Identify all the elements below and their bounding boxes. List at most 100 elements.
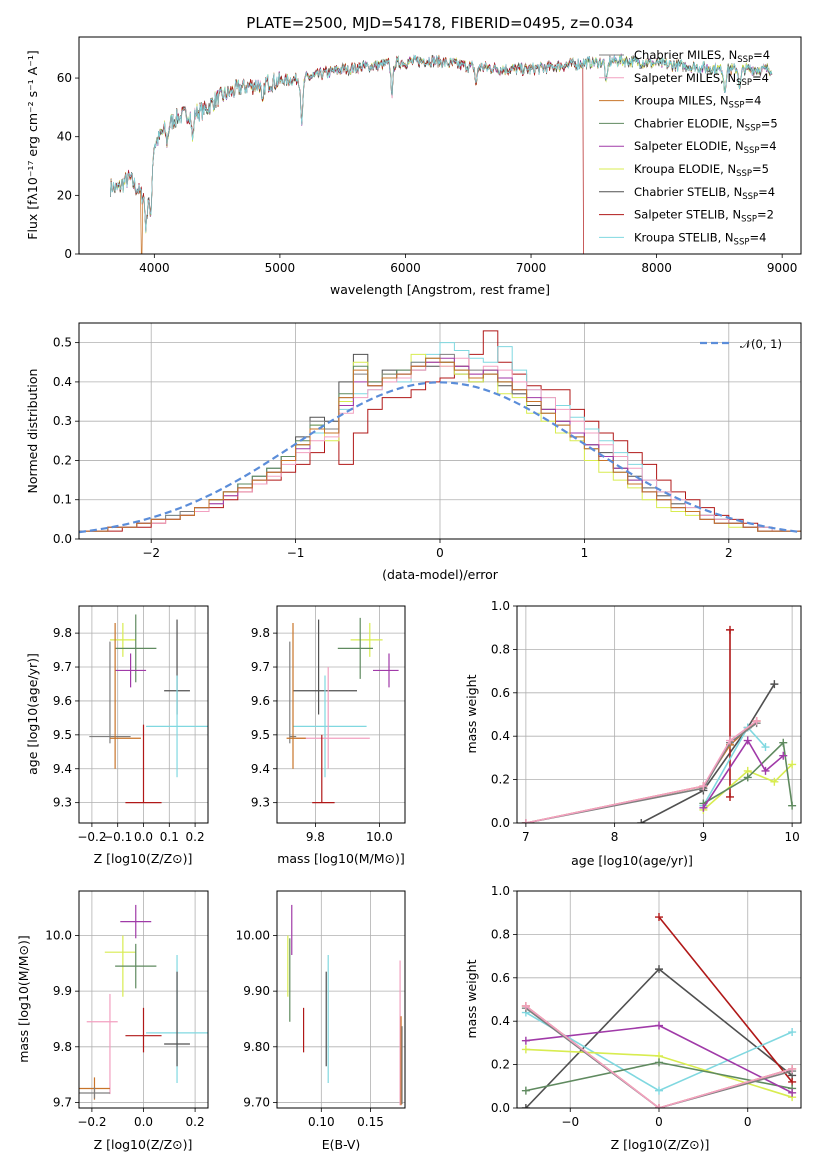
- x-axis-label: Z [log10(Z/Z⊙)]: [611, 1137, 710, 1152]
- spectrum-line: [110, 54, 773, 233]
- weight-marker: [655, 1021, 663, 1030]
- x-tick-label: 7000: [516, 261, 547, 275]
- y-tick-label: 9.8: [251, 626, 270, 640]
- y-tick-label: 9.5: [53, 728, 72, 742]
- legend-label: Salpeter ELODIE, NSSP=4: [634, 139, 777, 156]
- y-tick-label: 9.80: [243, 1040, 270, 1054]
- x-tick-label: 8000: [641, 261, 672, 275]
- x-tick-label: 7: [522, 830, 530, 844]
- weight-vs-z-panel: −0 0 0 0.0 0.2 0.4 0.6 0.8 1.0: [491, 884, 802, 1129]
- mass-vs-ebv-panel: 0.10 0.15 9.70 9.80 9.90 10.00: [236, 890, 406, 1129]
- weight-marker: [655, 913, 663, 922]
- y-tick-label: 0.4: [53, 375, 72, 389]
- legend: Chabrier MILES, NSSP=4 Salpeter MILES, NS…: [599, 48, 778, 247]
- histogram-step: [79, 357, 801, 539]
- weight-marker: [788, 801, 797, 810]
- plot-frame: [276, 890, 406, 1109]
- x-tick-label: 0.15: [357, 1115, 384, 1129]
- y-tick-label: 0.6: [491, 971, 510, 985]
- y-tick-label: 9.7: [53, 660, 72, 674]
- y-tick-label: 0.0: [491, 1101, 510, 1115]
- x-tick-label: 4000: [139, 261, 170, 275]
- x-tick-label: 0: [655, 1115, 663, 1129]
- weight-marker: [521, 1086, 530, 1095]
- x-tick-label: 1: [581, 546, 589, 560]
- y-axis-label: Normed distribution: [25, 369, 40, 494]
- y-tick-label: 9.8: [53, 626, 72, 640]
- y-tick-label: 9.6: [53, 694, 72, 708]
- y-tick-label: 60: [57, 71, 72, 85]
- y-tick-label: 10.00: [236, 929, 270, 943]
- weight-marker: [779, 751, 788, 760]
- y-tick-label: 9.5: [251, 728, 270, 742]
- x-tick-label: 0.1: [160, 830, 179, 844]
- x-tick-label: 9000: [767, 261, 798, 275]
- x-tick-label: 5000: [265, 261, 296, 275]
- x-tick-label: −0.2: [77, 1115, 106, 1129]
- weight-marker: [788, 760, 797, 769]
- x-axis-label: wavelength [Angstrom, rest frame]: [330, 282, 550, 297]
- weight-line: [702, 738, 784, 809]
- weight-marker: [743, 773, 752, 782]
- x-tick-label: 9: [700, 830, 708, 844]
- x-tick-label: 0: [436, 546, 444, 560]
- y-tick-label: 9.8: [53, 1040, 72, 1054]
- legend-label: Chabrier ELODIE, NSSP=5: [634, 116, 778, 133]
- y-tick-label: 9.7: [53, 1095, 72, 1109]
- x-tick-label: −2: [142, 546, 160, 560]
- weight-line: [702, 741, 793, 806]
- y-tick-label: 1.0: [491, 884, 510, 898]
- weight-marker: [788, 1028, 797, 1037]
- y-axis-label: mass weight: [464, 959, 479, 1038]
- weight-line: [525, 1005, 793, 1108]
- x-tick-label: −0: [561, 1115, 579, 1129]
- y-tick-label: 0.8: [491, 927, 510, 941]
- x-tick-label: 0.0: [134, 1115, 153, 1129]
- spectrum-panel: 4000 5000 6000 7000 8000 9000 0 20 40 60 Chabrier …: [57, 36, 802, 275]
- weight-marker: [761, 766, 770, 775]
- x-axis-label: age [log10(age/yr)]: [571, 853, 693, 868]
- x-tick-label: 9.8: [306, 830, 325, 844]
- y-axis-label: mass weight: [464, 674, 479, 753]
- x-tick-label: 10: [784, 830, 799, 844]
- x-tick-label: 6000: [390, 261, 421, 275]
- weight-line: [525, 1007, 793, 1108]
- plot-frame: [516, 605, 802, 824]
- x-tick-label: −0.2: [77, 830, 106, 844]
- legend-label: Salpeter STELIB, NSSP=2: [634, 208, 774, 225]
- y-tick-label: 0.5: [53, 336, 72, 350]
- y-tick-label: 0.2: [491, 1058, 510, 1072]
- residual-panel: −2 −1 0 1 2 0.0 0.1 0.2 0.3 0.4 0.5 𝒩(0, 1): [53, 322, 802, 560]
- legend-label: Kroupa STELIB, NSSP=4: [634, 230, 766, 247]
- x-tick-label: 0.2: [186, 1115, 205, 1129]
- plot-frame: [78, 890, 209, 1109]
- weight-marker: [655, 1104, 663, 1108]
- x-axis-label: E(B-V): [322, 1137, 361, 1152]
- weight-line: [525, 720, 758, 823]
- x-axis-label: mass [log10(M/M⊙)]: [277, 851, 405, 866]
- x-axis-label: Z [log10(Z/Z⊙)]: [94, 851, 193, 866]
- weight-marker: [521, 819, 530, 823]
- legend-label: Salpeter MILES, NSSP=4: [634, 71, 769, 88]
- weight-marker: [770, 680, 779, 689]
- y-tick-label: 9.70: [243, 1095, 270, 1109]
- weight-marker: [770, 777, 779, 786]
- y-axis-label: age [log10(age/yr)]: [25, 653, 40, 775]
- weight-marker: [655, 965, 663, 974]
- y-tick-label: 9.3: [251, 796, 270, 810]
- weight-marker: [761, 743, 770, 752]
- legend-label: 𝒩(0, 1): [740, 337, 782, 351]
- x-tick-label: 2: [725, 546, 733, 560]
- weight-marker: [788, 1064, 797, 1073]
- weight-marker: [521, 1036, 530, 1045]
- weight-marker: [521, 1045, 530, 1054]
- plot-frame: [516, 890, 802, 1109]
- x-tick-label: −0.1: [103, 830, 132, 844]
- y-tick-label: 0.2: [53, 453, 72, 467]
- x-tick-label: 0: [744, 1115, 752, 1129]
- y-tick-label: 0.2: [491, 773, 510, 787]
- plot-frame: [78, 605, 209, 824]
- weight-marker: [521, 1104, 530, 1108]
- y-tick-label: 9.6: [251, 694, 270, 708]
